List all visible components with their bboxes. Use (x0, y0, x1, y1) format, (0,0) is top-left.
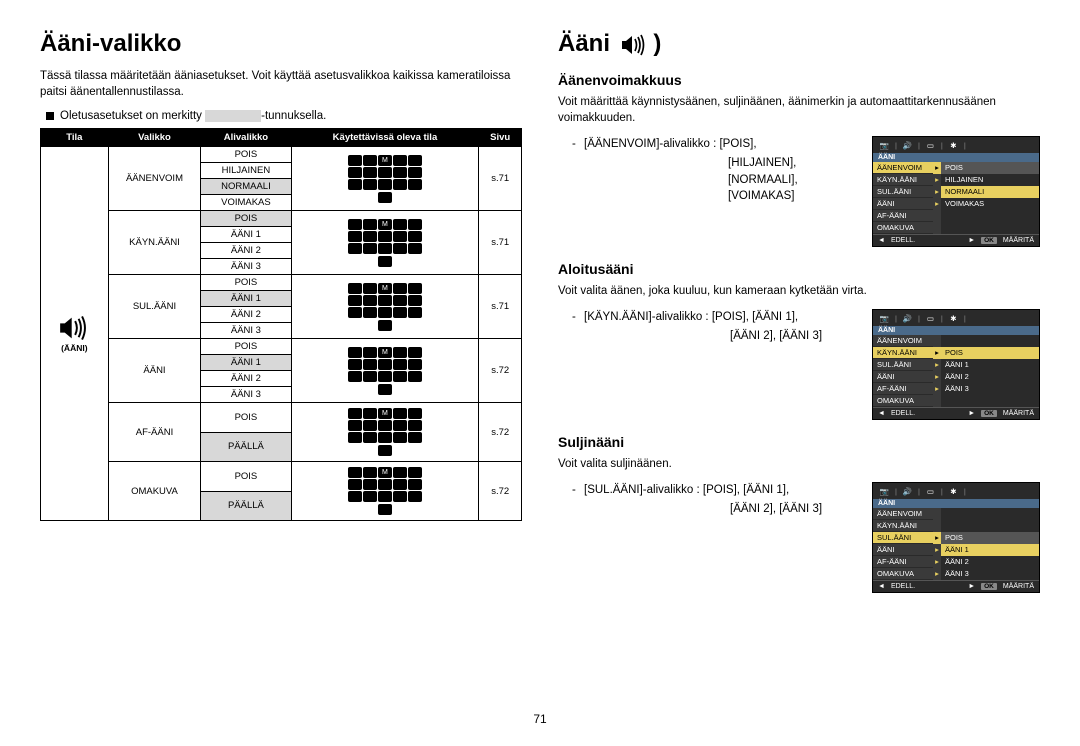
sound-title: Ääni ) (558, 30, 1040, 58)
sound-menu-table: TilaValikkoAlivalikkoKäytettävissä oleva… (40, 128, 522, 521)
volume-heading: Äänenvoimakkuus (558, 72, 1040, 88)
shutter-heading: Suljinääni (558, 434, 1040, 450)
lcd-screenshot-volume: 📷|🔊|▭|✱|ÄÄNIÄÄNENVOIM▸POISKÄYN.ÄÄNI▸HILJ… (872, 136, 1040, 247)
shutter-options: -[SUL.ÄÄNI]-alivalikko : [POIS], [ÄÄNI 1… (572, 482, 856, 499)
volume-options: -[ÄÄNENVOIM]-alivalikko : [POIS], (572, 136, 856, 153)
startup-heading: Aloitusääni (558, 261, 1040, 277)
startup-desc: Voit valita äänen, joka kuuluu, kun kame… (558, 283, 1040, 299)
default-note: Oletusasetukset on merkitty -tunnuksella… (46, 110, 522, 122)
lcd-screenshot-shutter: 📷|🔊|▭|✱|ÄÄNIÄÄNENVOIMKÄYN.ÄÄNISUL.ÄÄNI▸P… (872, 482, 1040, 593)
menu-title: Ääni-valikko (40, 30, 522, 58)
shutter-desc: Voit valita suljinäänen. (558, 456, 1040, 472)
lcd-screenshot-startup: 📷|🔊|▭|✱|ÄÄNIÄÄNENVOIMKÄYN.ÄÄNI▸POISSUL.Ä… (872, 309, 1040, 420)
intro-text: Tässä tilassa määritetään ääniasetukset.… (40, 68, 522, 100)
startup-options: -[KÄYN.ÄÄNI]-alivalikko : [POIS], [ÄÄNI … (572, 309, 856, 326)
volume-desc: Voit määrittää käynnistysäänen, suljinää… (558, 94, 1040, 126)
page-number: 71 (533, 712, 546, 726)
